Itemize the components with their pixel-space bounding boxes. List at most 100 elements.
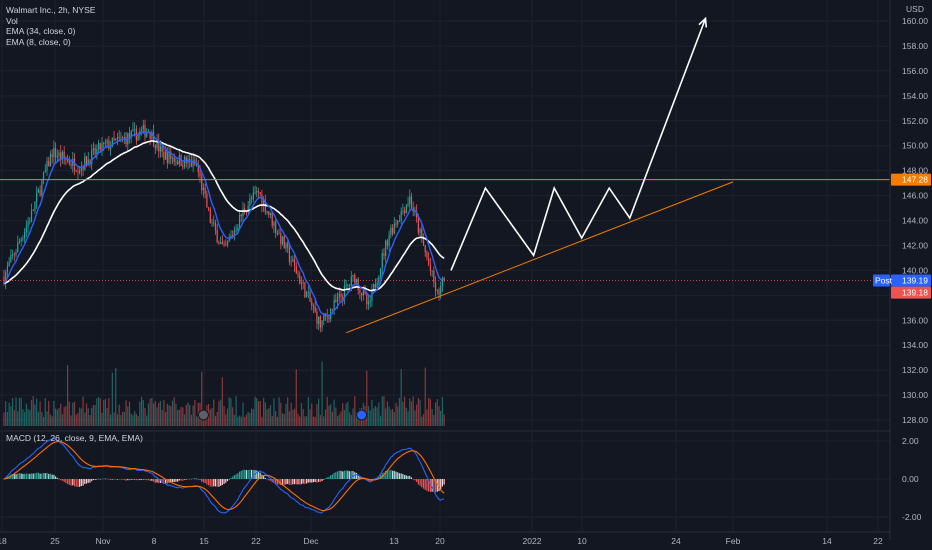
candle-body <box>422 237 425 246</box>
macd-histogram-bar <box>335 472 337 479</box>
ema34-legend[interactable]: EMA (34, close, 0) <box>6 26 76 36</box>
symbol-title[interactable]: Walmart Inc., 2h, NYSE <box>6 5 96 15</box>
macd-histogram-bar <box>266 479 268 480</box>
volume-bar <box>441 396 444 426</box>
time-tick-label: 25 <box>50 536 60 546</box>
macd-histogram-bar <box>233 475 235 479</box>
candle-body <box>122 137 124 139</box>
volume-bar <box>233 414 235 426</box>
candle-body <box>137 133 139 141</box>
volume-bar <box>331 411 333 426</box>
candle-body <box>158 140 160 152</box>
macd-histogram-bar <box>412 479 414 480</box>
volume-bar <box>302 409 304 426</box>
macd-histogram-bar <box>130 479 132 480</box>
candle-body <box>326 316 328 318</box>
candle-body <box>132 129 134 132</box>
macd-histogram-bar <box>304 479 306 485</box>
projection-path <box>450 18 707 271</box>
candle-body <box>287 243 289 248</box>
macd-histogram-bar <box>113 479 115 480</box>
volume-bar <box>250 408 253 426</box>
macd-histogram-bar <box>151 479 153 481</box>
macd-histogram-bar <box>398 473 401 479</box>
macd-histogram-bar <box>428 479 430 492</box>
volume-bar <box>101 412 103 426</box>
macd-histogram-bar <box>213 479 215 487</box>
ema8-legend[interactable]: EMA (8, close, 0) <box>6 36 71 47</box>
volume-bar <box>237 416 239 426</box>
candle-body <box>156 140 158 149</box>
macd-histogram-bar <box>386 470 389 479</box>
candle-body <box>393 223 395 234</box>
macd-histogram-bar <box>99 478 101 480</box>
volume-bar <box>168 405 170 426</box>
volume-bar <box>410 401 413 426</box>
volume-bar <box>221 377 223 426</box>
volume-bar <box>281 413 284 426</box>
macd-histogram-bar <box>276 479 278 485</box>
volume-bar <box>53 400 55 426</box>
candle-body <box>96 149 98 155</box>
time-axis[interactable]: 18 25 Nov 8 15 22 Dec 13 20 2022 10 24 Feb 14 22 <box>0 536 883 546</box>
volume-legend[interactable]: Vol <box>6 15 18 26</box>
macd-histogram-bar <box>87 479 89 483</box>
volume-bar <box>369 410 371 426</box>
macd-histogram-bar <box>190 479 193 480</box>
volume-bar <box>309 409 311 426</box>
volume-bar <box>104 398 107 426</box>
candle-body <box>378 276 380 283</box>
candle-body <box>182 165 184 167</box>
macd-histogram-bar <box>22 473 24 479</box>
macd-histogram-bar <box>82 479 84 486</box>
macd-histogram-bar <box>223 479 225 484</box>
macd-histogram-bar <box>409 475 411 479</box>
candle-body <box>324 314 327 317</box>
macd-histogram-bar <box>319 479 321 483</box>
candle-body <box>166 151 168 163</box>
candle-body <box>48 161 50 167</box>
volume-bar <box>232 407 234 426</box>
volume-bar <box>17 411 19 426</box>
volume-bar <box>113 412 115 426</box>
volume-bar <box>366 370 368 426</box>
candle-body <box>429 264 431 272</box>
candle-body <box>321 320 323 328</box>
resistance-badge-bg <box>891 173 931 186</box>
macd-histogram-bar <box>146 479 148 481</box>
candle-body <box>304 282 306 298</box>
candle-body <box>116 137 119 140</box>
volume-bar <box>400 369 402 426</box>
candle-body <box>128 133 131 138</box>
volume-bar <box>132 415 134 426</box>
candle-body <box>336 297 339 302</box>
macd-histogram-bar <box>115 479 117 480</box>
volume-bar <box>385 408 387 426</box>
candle-body <box>319 316 321 328</box>
macd-histogram-bar <box>122 479 124 480</box>
volume-bar <box>87 408 89 426</box>
volume-bar <box>127 406 129 426</box>
candle-body <box>202 188 205 191</box>
candle-body <box>130 131 132 138</box>
candle-body <box>290 261 292 263</box>
volume-bar <box>416 404 418 426</box>
macd-legend[interactable]: MACD (12, 26, close, 9, EMA, EMA) <box>6 433 143 443</box>
candle-body <box>144 125 146 137</box>
candle-body <box>8 262 10 267</box>
macd-histogram-bar <box>96 479 98 480</box>
volume-bar <box>340 411 342 426</box>
macd-histogram-bar <box>259 472 261 479</box>
candle-body <box>285 243 287 249</box>
candle-body <box>402 210 404 212</box>
candle-body <box>195 164 198 166</box>
volume-bar <box>115 367 117 426</box>
macd-histogram-bar <box>373 478 375 480</box>
macd-histogram-bar <box>51 474 53 479</box>
volume-bar <box>5 401 7 426</box>
candle-body <box>264 200 266 213</box>
macd-histogram-bar <box>91 479 93 482</box>
macd-histogram-bar <box>238 471 241 479</box>
macd-histogram-bar <box>421 479 423 488</box>
